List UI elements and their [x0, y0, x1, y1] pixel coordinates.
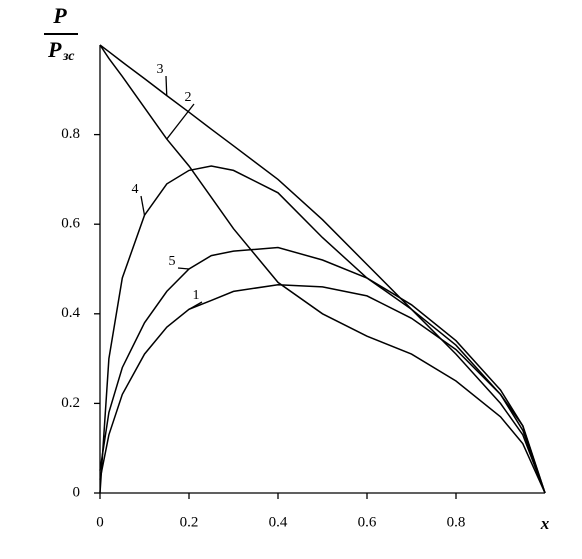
- y-tick-label: 0.4: [61, 305, 80, 321]
- curve: [99, 246, 546, 494]
- x-tick-label: 0: [96, 514, 104, 530]
- x-tick-label: 0.2: [180, 514, 199, 530]
- x-tick-label: 0.6: [358, 514, 377, 530]
- y-tick-label: 0.2: [61, 395, 80, 411]
- leader: [177, 267, 190, 270]
- x-tick-label: 0.4: [269, 514, 288, 530]
- curve-label: 5: [169, 254, 176, 269]
- leader: [166, 103, 195, 140]
- y-tick-label: 0: [73, 484, 81, 500]
- y-tick-label: 0.6: [61, 216, 80, 232]
- y-label-sub: зс: [62, 49, 75, 64]
- y-label-bottom: P: [47, 37, 62, 62]
- y-tick-label: 0.8: [61, 126, 80, 142]
- curve: [99, 165, 546, 494]
- curve: [99, 44, 546, 494]
- curve-label: 4: [132, 182, 139, 197]
- leader: [188, 301, 203, 310]
- y-label-top: P: [52, 3, 67, 28]
- x-label: x: [540, 514, 550, 533]
- x-tick-label: 0.8: [447, 514, 466, 530]
- leader: [140, 195, 146, 216]
- curve: [99, 283, 546, 494]
- curve-label: 3: [157, 62, 164, 77]
- curve: [99, 44, 546, 494]
- curve-label: 2: [185, 90, 192, 105]
- leader: [165, 75, 168, 96]
- curve-label: 1: [193, 288, 200, 303]
